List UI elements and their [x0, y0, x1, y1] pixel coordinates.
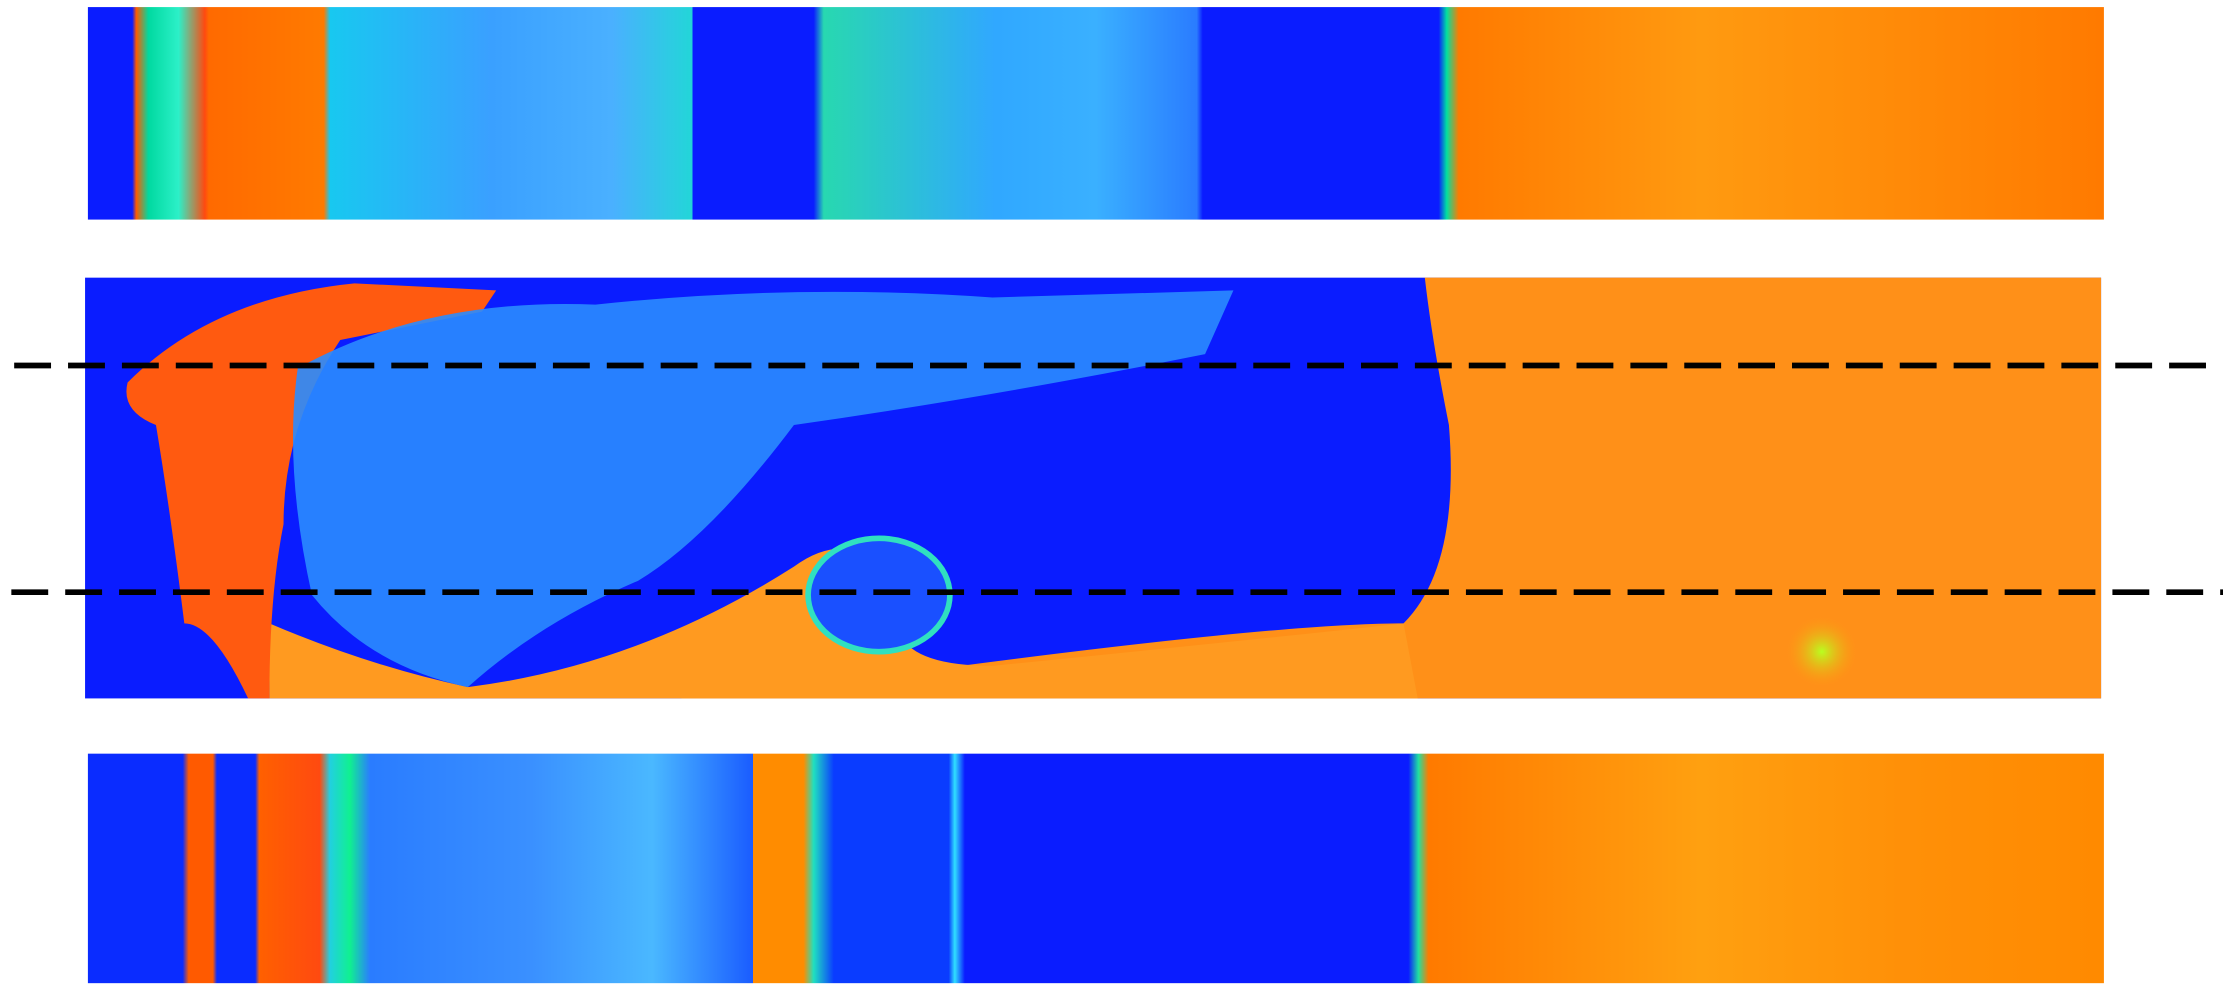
simulation-figure [0, 0, 2223, 986]
bottom-slice-panel [88, 754, 2104, 984]
page-body [0, 0, 2223, 986]
top-slice-panel [88, 7, 2104, 220]
hot-spot [1786, 616, 1857, 687]
middle-panel [85, 278, 2101, 699]
page: {} html, body { margin: 0; padding: 0; b… [0, 0, 2223, 986]
